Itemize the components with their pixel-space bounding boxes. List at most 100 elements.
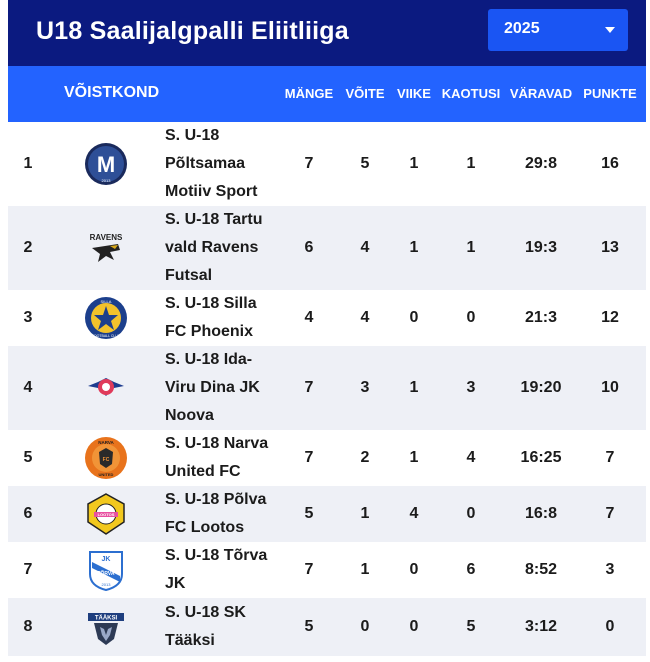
goals: 3:12 <box>524 618 558 635</box>
played: 4 <box>304 309 314 326</box>
chevron-down-icon <box>605 27 615 33</box>
team-name[interactable]: S. U-18 Tõrva JK <box>165 547 268 592</box>
col-points: PUNKTE <box>583 86 637 101</box>
motiiv-logo-icon: M 2013 <box>84 142 128 186</box>
team-name[interactable]: S. U-18 Ida-Viru Dina JK Noova <box>165 351 260 424</box>
lootos-logo-icon: LOOTOS <box>84 492 128 536</box>
played: 5 <box>304 505 314 522</box>
narva-logo-mid: FC <box>103 457 110 463</box>
lost: 1 <box>466 155 476 172</box>
col-played: MÄNGE <box>284 86 334 101</box>
table-row[interactable]: 8 TÄÄKSI S. U-18 SK Tääksi 5 0 0 5 3:12 … <box>8 598 646 656</box>
won: 1 <box>360 505 370 522</box>
rank: 7 <box>23 561 33 578</box>
page-title: U18 Saalijalgpalli Eliitliiga <box>36 17 349 45</box>
rank: 6 <box>23 505 33 522</box>
table-row[interactable]: 3 SILLA FOOTBALL CLUB S. U-18 Silla FC P… <box>8 290 646 346</box>
lost: 6 <box>466 561 476 578</box>
draw: 4 <box>409 505 419 522</box>
won: 3 <box>360 379 370 396</box>
col-draw: VIIKE <box>397 86 431 101</box>
table-header: VÕISTKOND MÄNGE VÕITE VIIKE KAOTUSI VÄRA… <box>8 66 646 122</box>
widget-header: U18 Saalijalgpalli Eliitliiga 2025 <box>8 0 646 66</box>
torva-logo-top: JK <box>102 556 111 563</box>
taaksi-logo-text: TÄÄKSI <box>95 615 118 622</box>
draw: 1 <box>409 239 419 256</box>
team-name[interactable]: S. U-18 Tartu vald Ravens Futsal <box>165 211 263 284</box>
rank: 4 <box>23 379 33 396</box>
played: 6 <box>304 239 314 256</box>
narva-logo-bottom: UNITED <box>99 472 114 477</box>
goals: 29:8 <box>524 155 558 172</box>
points: 7 <box>605 449 615 466</box>
lost: 0 <box>466 505 476 522</box>
team-name[interactable]: S. U-18 Narva United FC <box>165 435 269 480</box>
points: 10 <box>601 379 619 396</box>
draw: 1 <box>409 449 419 466</box>
played: 7 <box>304 561 314 578</box>
table-row[interactable]: 7 JK TÕRVA 2013 S. U-18 Tõrva JK 7 1 0 6… <box>8 542 646 598</box>
points: 3 <box>605 561 615 578</box>
won: 1 <box>360 561 370 578</box>
goals: 8:52 <box>524 561 558 578</box>
played: 7 <box>304 155 314 172</box>
lost: 3 <box>466 379 476 396</box>
phoenix-logo-top: SILLA <box>101 299 112 304</box>
table-row[interactable]: 4 S. U-18 Ida-Viru Dina JK Noova 7 3 1 3… <box>8 346 646 430</box>
draw: 0 <box>409 561 419 578</box>
played: 5 <box>304 618 314 635</box>
points: 13 <box>601 239 619 256</box>
played: 7 <box>304 379 314 396</box>
points: 7 <box>605 505 615 522</box>
points: 0 <box>605 618 615 635</box>
table-row[interactable]: 1 M 2013 S. U-18 Põltsamaa Motiiv Sport … <box>8 122 646 206</box>
lost: 1 <box>466 239 476 256</box>
table-row[interactable]: 2 RAVENS S. U-18 Tartu vald Ravens Futsa… <box>8 206 646 290</box>
col-goals: VÄRAVAD <box>509 86 573 101</box>
col-team: VÕISTKOND <box>64 84 160 101</box>
draw: 1 <box>409 379 419 396</box>
points: 12 <box>601 309 619 326</box>
draw: 1 <box>409 155 419 172</box>
torva-logo-year: 2013 <box>102 582 112 587</box>
lost: 4 <box>466 449 476 466</box>
table-row[interactable]: 5 NARVA FC UNITED S. U-18 Narva United F… <box>8 430 646 486</box>
ravens-logo-icon: RAVENS <box>84 226 128 270</box>
lootos-logo-text: LOOTOS <box>98 512 115 517</box>
team-name[interactable]: S. U-18 SK Tääksi <box>165 604 246 649</box>
phoenix-logo-bottom: FOOTBALL CLUB <box>92 334 121 338</box>
team-name[interactable]: S. U-18 Silla FC Phoenix <box>165 295 257 340</box>
rank: 1 <box>23 155 33 172</box>
year-select[interactable]: 2025 <box>488 9 628 51</box>
played: 7 <box>304 449 314 466</box>
goals: 19:20 <box>520 379 562 396</box>
won: 5 <box>360 155 370 172</box>
year-select-value: 2025 <box>504 20 540 37</box>
goals: 21:3 <box>524 309 558 326</box>
goals: 16:25 <box>520 449 562 466</box>
ravens-logo-text: RAVENS <box>90 233 123 242</box>
lost: 0 <box>466 309 476 326</box>
team-name[interactable]: S. U-18 Põlva FC Lootos <box>165 491 267 536</box>
rank: 2 <box>23 239 33 256</box>
team-name[interactable]: S. U-18 Põltsamaa Motiiv Sport <box>165 127 258 200</box>
rank: 8 <box>23 618 33 635</box>
narva-logo-top: NARVA <box>98 440 114 445</box>
won: 2 <box>360 449 370 466</box>
col-lost: KAOTUSI <box>441 86 501 101</box>
rank: 5 <box>23 449 33 466</box>
torva-logo-icon: JK TÕRVA 2013 <box>84 548 128 592</box>
won: 4 <box>360 239 370 256</box>
col-won: VÕITE <box>345 86 385 101</box>
phoenix-logo-icon: SILLA FOOTBALL CLUB <box>84 296 128 340</box>
points: 16 <box>601 155 619 172</box>
motiiv-logo-letter: M <box>97 152 115 177</box>
torva-logo-mid: TÕRVA <box>97 570 114 577</box>
won: 0 <box>360 618 370 635</box>
won: 4 <box>360 309 370 326</box>
table-row[interactable]: 6 LOOTOS S. U-18 Põlva FC Lootos 5 1 4 0… <box>8 486 646 542</box>
draw: 0 <box>409 618 419 635</box>
rank: 3 <box>23 309 33 326</box>
motiiv-logo-year: 2013 <box>102 178 112 183</box>
